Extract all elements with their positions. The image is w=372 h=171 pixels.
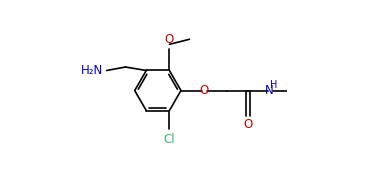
Text: O: O xyxy=(199,84,209,97)
Text: Cl: Cl xyxy=(164,133,175,146)
Text: H₂N: H₂N xyxy=(81,64,104,77)
Text: O: O xyxy=(165,33,174,46)
Text: H: H xyxy=(270,80,277,90)
Text: O: O xyxy=(243,118,253,131)
Text: N: N xyxy=(264,84,273,97)
